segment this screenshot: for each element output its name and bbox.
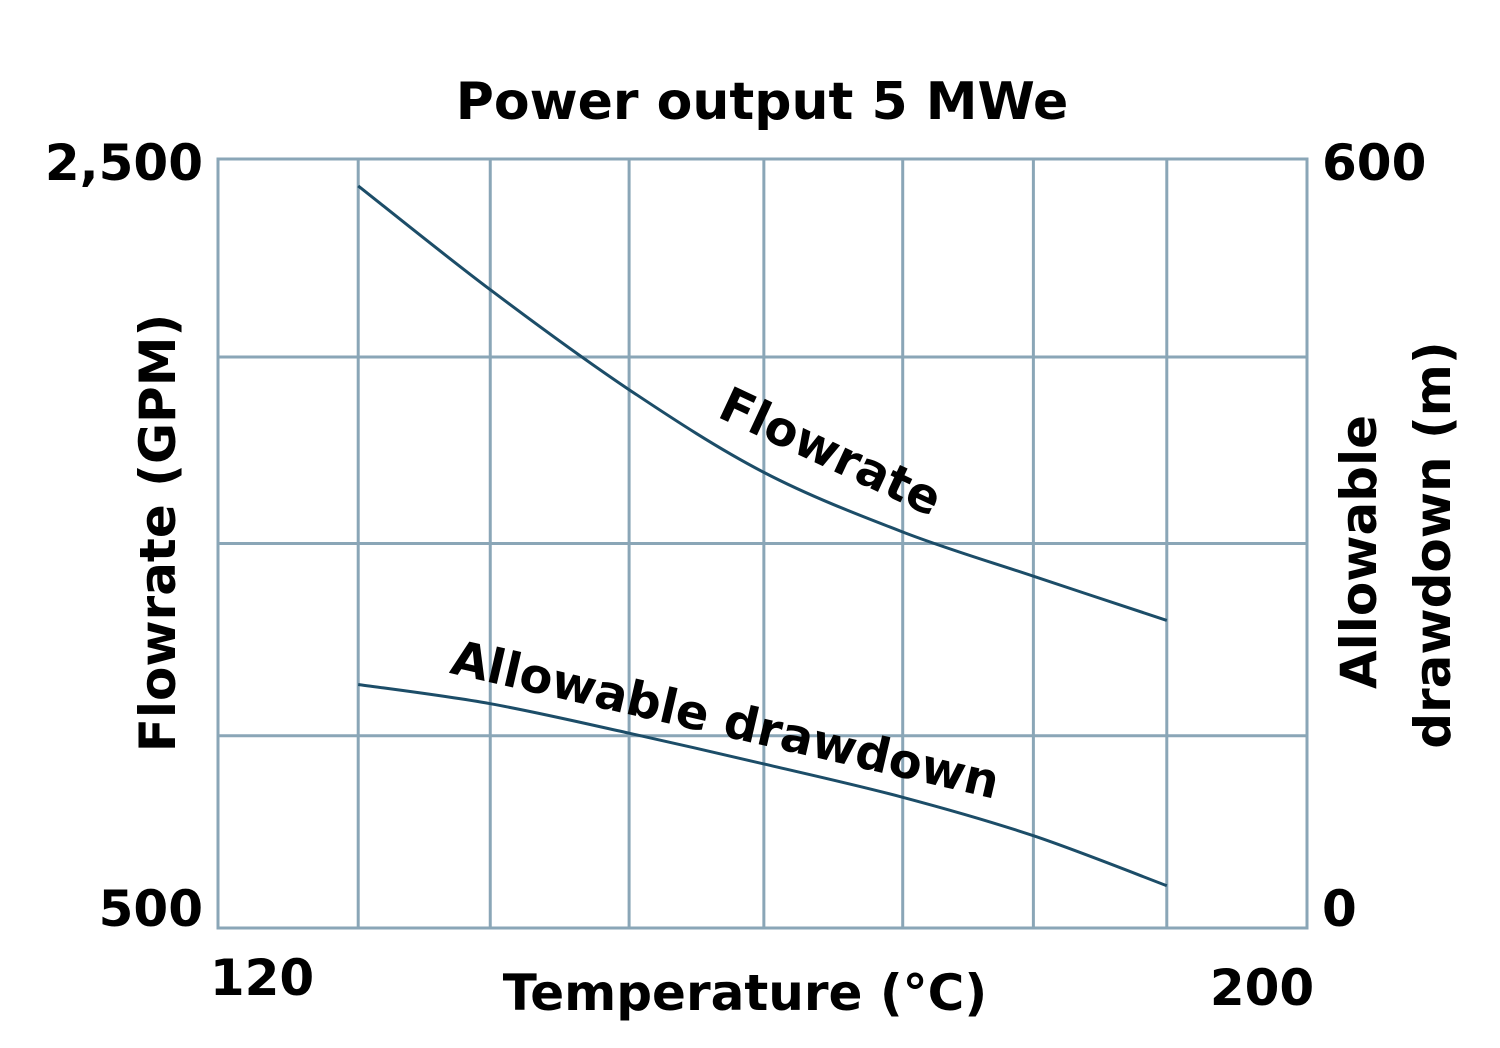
drawdown-line [357,682,1168,888]
flowrate-series-label: Flowrate [711,376,950,527]
x-axis-title: Temperature (°C) [503,964,987,1022]
y-right-tick-label: 0 [1322,880,1357,938]
grid [218,159,1307,928]
y-left-tick-label: 2,500 [45,134,203,192]
y-right-axis-title-line2: drawdown (m) [1404,341,1462,749]
drawdown-series-label: Allowable drawdown [446,630,1005,811]
series-group [357,184,1168,888]
flowrate-line [357,184,1168,622]
plot-frame [216,157,1309,930]
y-left-axis-title: Flowrate (GPM) [129,314,187,753]
y-left-tick-label: 500 [99,880,203,938]
x-tick-label: 120 [210,949,314,1007]
y-right-tick-label: 600 [1322,134,1426,192]
x-tick-label: 200 [1210,959,1314,1017]
chart-title: Power output 5 MWe [456,72,1069,132]
y-right-axis-title-line1: Allowable [1330,415,1388,689]
